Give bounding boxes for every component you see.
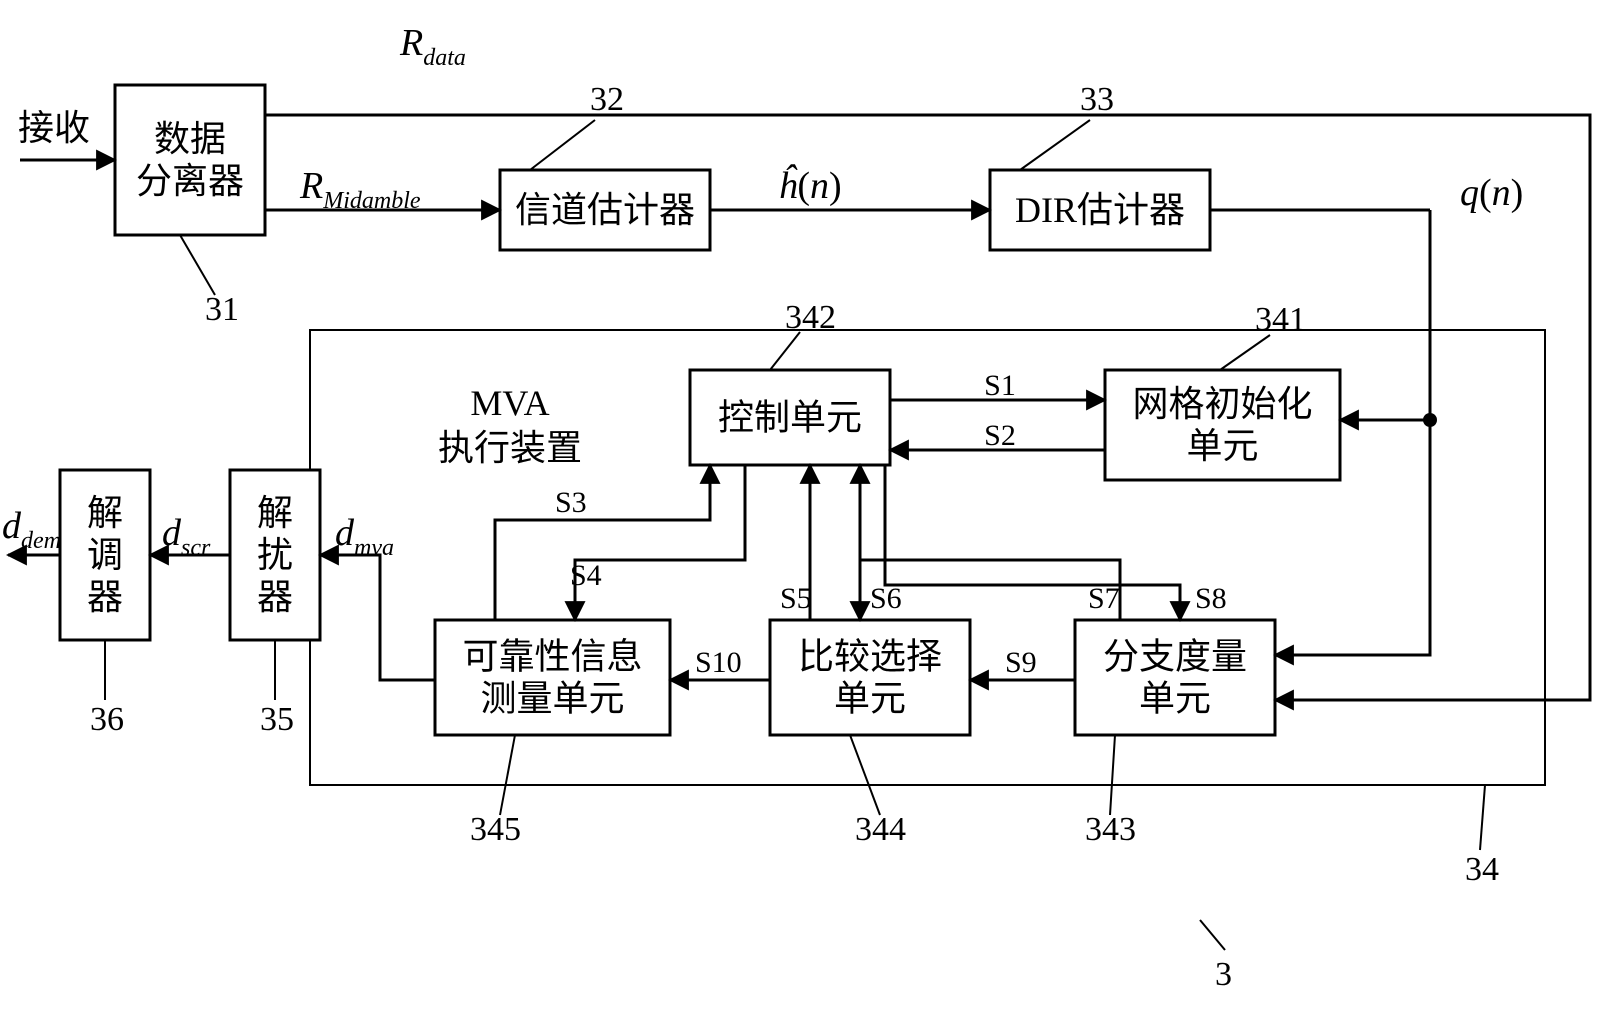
svg-text:器: 器: [87, 577, 123, 617]
svg-text:344: 344: [855, 811, 906, 848]
svg-text:33: 33: [1080, 81, 1114, 118]
svg-text:3: 3: [1215, 956, 1232, 993]
svg-text:单元: 单元: [834, 679, 906, 719]
arrow-rdata-to-branch: [265, 115, 1590, 700]
svg-text:调: 调: [87, 535, 123, 575]
svg-text:ĥ(n): ĥ(n): [778, 164, 841, 207]
svg-text:36: 36: [90, 701, 124, 738]
svg-text:器: 器: [257, 577, 293, 617]
svg-text:解: 解: [257, 493, 293, 533]
svg-text:S4: S4: [570, 559, 602, 592]
svg-text:解: 解: [87, 493, 123, 533]
svg-text:可靠性信息: 可靠性信息: [462, 637, 642, 677]
arrow-s8: [885, 465, 1180, 620]
svg-text:DIR估计器: DIR估计器: [1015, 190, 1185, 230]
svg-text:31: 31: [205, 291, 239, 328]
svg-text:比较选择: 比较选择: [798, 637, 942, 677]
svg-text:执行装置: 执行装置: [438, 428, 582, 468]
svg-text:S2: S2: [984, 419, 1016, 452]
svg-text:341: 341: [1255, 301, 1306, 338]
svg-text:单元: 单元: [1186, 426, 1258, 466]
svg-text:343: 343: [1085, 811, 1136, 848]
svg-text:S5: S5: [780, 582, 812, 615]
svg-text:dmva: dmva: [335, 512, 394, 561]
svg-text:S1: S1: [984, 369, 1016, 402]
svg-text:ddem: ddem: [2, 505, 61, 554]
svg-text:345: 345: [470, 811, 521, 848]
svg-text:S3: S3: [555, 486, 587, 519]
svg-text:S9: S9: [1005, 646, 1037, 679]
svg-text:S7: S7: [1088, 582, 1120, 615]
svg-text:单元: 单元: [1139, 679, 1211, 719]
svg-text:MVA: MVA: [470, 383, 549, 423]
svg-text:34: 34: [1465, 851, 1499, 888]
svg-text:信道估计器: 信道估计器: [515, 190, 695, 230]
svg-text:RMidamble: RMidamble: [299, 165, 421, 214]
svg-text:控制单元: 控制单元: [718, 398, 862, 438]
svg-text:dscr: dscr: [162, 512, 211, 561]
svg-text:数据: 数据: [154, 119, 226, 159]
svg-text:网格初始化: 网格初始化: [1132, 384, 1312, 424]
svg-text:S8: S8: [1195, 582, 1227, 615]
svg-text:分离器: 分离器: [136, 161, 244, 201]
arrow-dmva: [320, 555, 435, 680]
splitter-box: [115, 85, 265, 235]
svg-text:Rdata: Rdata: [399, 22, 466, 71]
svg-text:q(n): q(n): [1460, 172, 1523, 214]
svg-text:S10: S10: [695, 646, 742, 679]
svg-text:342: 342: [785, 299, 836, 336]
svg-text:35: 35: [260, 701, 294, 738]
arrow-s4: [575, 465, 745, 620]
svg-text:分支度量: 分支度量: [1103, 637, 1247, 677]
svg-text:测量单元: 测量单元: [480, 679, 624, 719]
svg-text:32: 32: [590, 81, 624, 118]
svg-text:接收: 接收: [18, 108, 90, 148]
svg-text:扰: 扰: [257, 535, 293, 575]
svg-text:S6: S6: [870, 582, 902, 615]
arrow-s3: [495, 465, 710, 620]
